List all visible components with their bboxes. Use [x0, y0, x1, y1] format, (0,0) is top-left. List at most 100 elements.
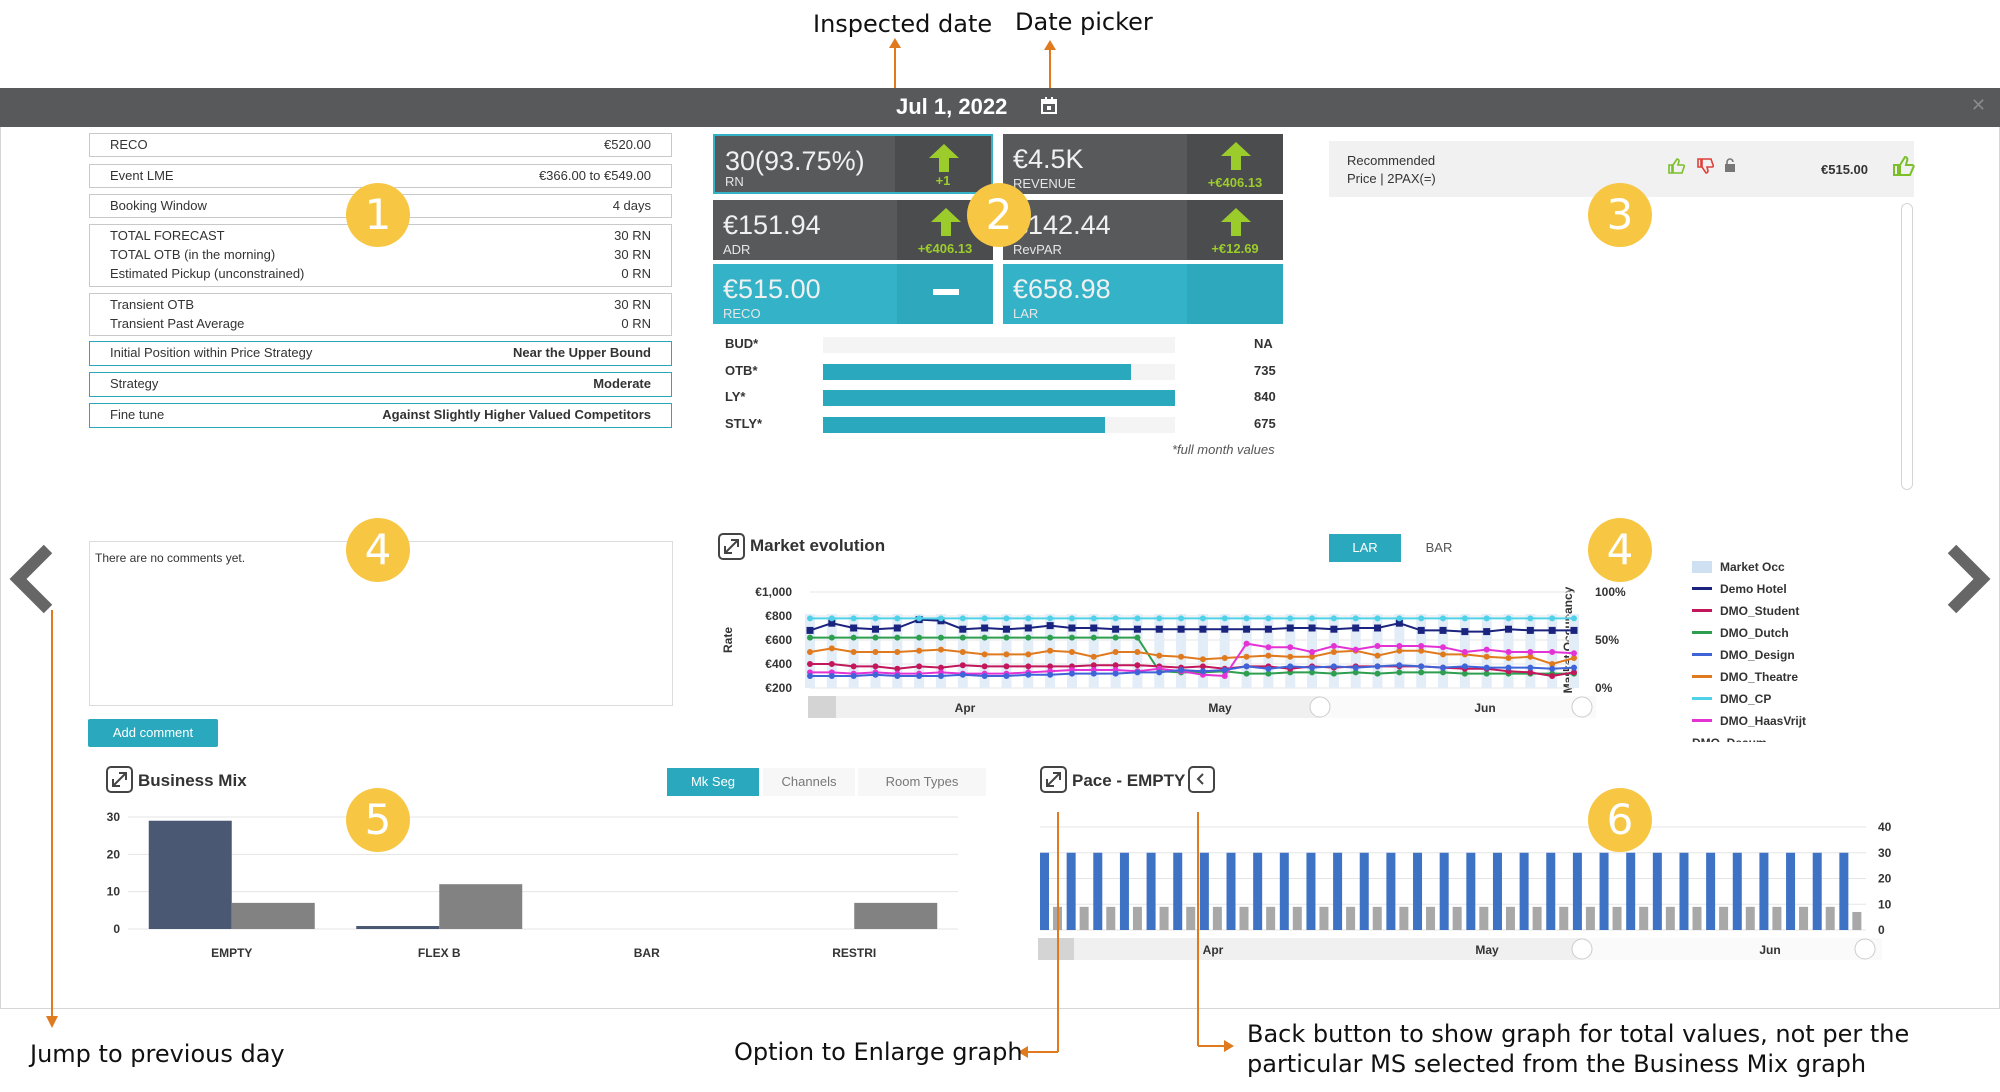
bar	[1612, 906, 1622, 930]
data-point	[1330, 625, 1338, 633]
data-point	[1571, 615, 1577, 622]
data-point	[872, 671, 879, 678]
data-point	[1003, 663, 1010, 670]
data-point	[1527, 649, 1534, 655]
x-tick: BAR	[634, 946, 660, 960]
data-point	[1549, 615, 1556, 622]
x-tick: Jun	[1759, 943, 1780, 957]
expand-pace-icon[interactable]	[1040, 766, 1067, 793]
data-point	[981, 651, 988, 658]
expand-business-mix-icon[interactable]	[106, 766, 133, 793]
data-point	[1221, 667, 1228, 673]
legend-item[interactable]: DMO_CP	[1692, 692, 1771, 706]
data-point	[1134, 669, 1141, 676]
badge-2: 2	[967, 183, 1031, 247]
data-point	[1090, 670, 1097, 677]
legend-item[interactable]: DMO_Design	[1692, 648, 1795, 662]
close-icon[interactable]: ✕	[1970, 95, 1986, 115]
calendar-icon[interactable]	[1040, 97, 1058, 115]
data-point	[1243, 615, 1250, 622]
data-point	[894, 665, 901, 672]
legend-swatch	[1692, 675, 1712, 678]
add-comment-button[interactable]: Add comment	[88, 719, 218, 747]
bar	[1772, 906, 1782, 930]
tab-channels[interactable]: Channels	[763, 768, 855, 796]
back-chevron-icon[interactable]	[1188, 766, 1215, 793]
apply-price-icon[interactable]	[1890, 153, 1916, 179]
badge-6: 6	[1588, 788, 1652, 852]
bar	[1679, 852, 1689, 930]
bar	[1186, 906, 1196, 930]
bar	[1479, 906, 1489, 930]
bar	[1706, 852, 1716, 930]
data-point	[1025, 663, 1032, 670]
bar	[1439, 852, 1449, 930]
legend-swatch	[1692, 719, 1712, 722]
data-point	[1090, 634, 1097, 641]
tab-mk-seg[interactable]: Mk Seg	[667, 768, 759, 796]
bar	[1585, 906, 1595, 930]
thumbs-down-icon[interactable]	[1696, 157, 1714, 175]
data-point	[1003, 673, 1010, 679]
next-day-arrow-icon[interactable]	[1942, 544, 1992, 614]
month-bar-track	[823, 337, 1175, 353]
data-point	[1374, 663, 1381, 670]
legend-item[interactable]: Demo Hotel	[1692, 582, 1787, 596]
data-point	[1570, 626, 1578, 634]
data-point	[1483, 664, 1490, 671]
data-point	[807, 649, 813, 655]
data-point	[1374, 643, 1381, 649]
legend-item[interactable]: DMO_Student	[1692, 604, 1799, 618]
legend-item[interactable]: DMO_HaasVrijt	[1692, 714, 1806, 728]
bar	[1839, 852, 1849, 930]
legend-item[interactable]: Market Occ	[1692, 560, 1785, 574]
data-point	[1352, 646, 1359, 653]
thumbs-up-icon[interactable]	[1667, 157, 1685, 175]
y-axis-label-rate: Rate	[721, 627, 735, 653]
data-point	[1461, 649, 1468, 655]
data-point	[1287, 663, 1294, 670]
business-mix-title: Business Mix	[138, 771, 247, 790]
data-point	[828, 619, 836, 627]
tab-room-types[interactable]: Room Types	[858, 768, 986, 796]
navigator-mask	[1582, 938, 1882, 960]
previous-day-arrow-icon[interactable]	[8, 544, 58, 614]
legend-item[interactable]: DMO_Dutch	[1692, 626, 1789, 640]
data-point	[1199, 625, 1207, 633]
tab-bar[interactable]: BAR	[1425, 540, 1453, 555]
data-point	[1243, 640, 1250, 647]
data-point	[959, 662, 966, 669]
bar	[1066, 852, 1076, 930]
bar	[231, 902, 315, 929]
bar	[1253, 852, 1263, 930]
legend-item[interactable]: DMO_Theatre	[1692, 670, 1798, 684]
data-point	[1221, 673, 1228, 679]
bar	[1546, 852, 1556, 930]
recommended-price-value: €515.00	[1821, 162, 1868, 177]
data-point	[1156, 652, 1163, 659]
y-tick: 20	[1878, 872, 1892, 886]
data-point	[894, 634, 901, 641]
recommended-price-label: Price | 2PAX(=)	[1347, 171, 1436, 186]
expand-market-icon[interactable]	[718, 533, 745, 560]
data-point	[981, 624, 989, 632]
bar	[1173, 852, 1183, 930]
occupancy-bar	[1197, 614, 1208, 688]
series-line	[809, 618, 1574, 633]
data-point	[1330, 670, 1337, 677]
month-bar-label: STLY*	[725, 415, 763, 431]
data-point	[807, 673, 813, 679]
data-point	[1177, 625, 1185, 633]
recommendations-scrollbar[interactable]	[1901, 203, 1913, 490]
data-point	[1221, 615, 1228, 622]
data-point	[1374, 615, 1381, 622]
data-point	[828, 634, 835, 641]
data-point	[981, 634, 988, 641]
y-tick: 30	[1878, 846, 1892, 860]
data-point	[1417, 626, 1425, 634]
tab-lar[interactable]: LAR	[1329, 534, 1401, 562]
data-point	[1047, 634, 1054, 641]
lock-icon[interactable]	[1724, 158, 1736, 173]
data-point	[828, 661, 835, 667]
data-point	[1309, 615, 1316, 622]
